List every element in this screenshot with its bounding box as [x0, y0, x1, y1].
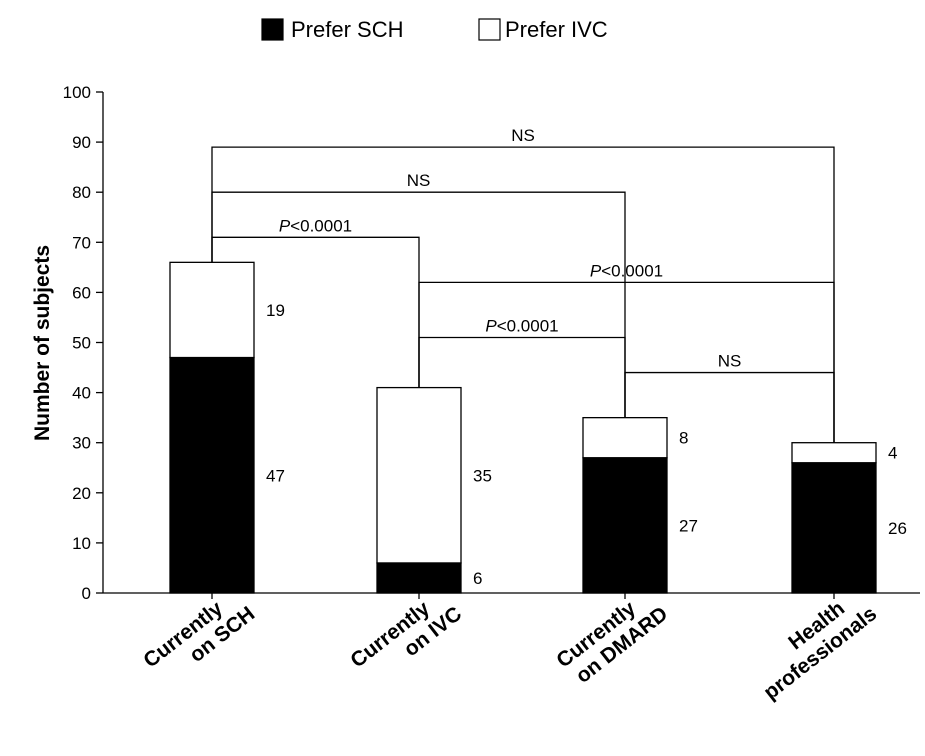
y-tick-label-0: 0	[82, 584, 91, 603]
bar-prefer-ivc-2	[582, 416, 668, 459]
y-axis-label: Number of subjects	[31, 245, 54, 441]
data-label-prefer-ivc-1: 35	[473, 466, 492, 485]
data-label-prefer-sch-0: 47	[266, 466, 285, 485]
bar-prefer-ivc-0	[169, 261, 255, 359]
bar-prefer-sch-2	[582, 457, 668, 594]
y-tick-label-70: 70	[72, 233, 91, 252]
data-label-prefer-sch-1: 6	[473, 569, 482, 588]
data-label-prefer-sch-2: 27	[679, 516, 698, 535]
bar-prefer-ivc-1	[376, 386, 462, 564]
y-tick-label-50: 50	[72, 334, 91, 353]
y-tick-label-40: 40	[72, 384, 91, 403]
y-tick-label-90: 90	[72, 133, 91, 152]
legend-swatch-prefer-sch	[261, 18, 284, 41]
comparison-label-4: P<0.0001	[485, 316, 558, 335]
comparison-label-3: P<0.0001	[590, 261, 663, 280]
comparison-bracket-3	[418, 281, 835, 443]
y-tick-label-60: 60	[72, 283, 91, 302]
y-tick-label-100: 100	[63, 83, 91, 102]
category-label-3: Healthprofessionals	[745, 583, 882, 704]
legend-swatch-prefer-ivc	[478, 18, 501, 41]
bar-prefer-sch-3	[791, 462, 877, 594]
bar-prefer-sch-0	[169, 356, 255, 594]
data-label-prefer-sch-3: 26	[888, 519, 907, 538]
data-label-prefer-ivc-3: 4	[888, 444, 897, 463]
bar-prefer-ivc-3	[791, 442, 877, 464]
y-tick-label-10: 10	[72, 534, 91, 553]
category-label-1: Currentlyon IVC	[346, 583, 466, 691]
comparison-bracket-0	[211, 146, 835, 443]
data-label-prefer-ivc-2: 8	[679, 429, 688, 448]
y-tick-label-30: 30	[72, 434, 91, 453]
bar-prefer-sch-1	[376, 562, 462, 594]
y-tick-label-20: 20	[72, 484, 91, 503]
legend-label-prefer-sch: Prefer SCH	[291, 17, 403, 42]
plot-area: 0 10 20 30 40 50 60 70 80 90 100 47 19 Currentlyon SC…	[63, 83, 920, 704]
legend: Prefer SCH Prefer IVC	[261, 17, 608, 42]
legend-label-prefer-ivc: Prefer IVC	[505, 17, 608, 42]
data-label-prefer-ivc-0: 19	[266, 301, 285, 320]
category-label-0: Currentlyon SCH	[139, 583, 259, 691]
comparison-label-0: NS	[511, 126, 535, 145]
y-tick-label-80: 80	[72, 183, 91, 202]
comparison-label-1: NS	[407, 171, 431, 190]
comparison-bracket-5	[624, 371, 835, 443]
category-label-2: Currentlyon DMARD	[552, 583, 672, 691]
comparison-label-2: P<0.0001	[279, 216, 352, 235]
comparison-bracket-1	[211, 191, 626, 418]
comparison-label-5: NS	[718, 352, 742, 371]
